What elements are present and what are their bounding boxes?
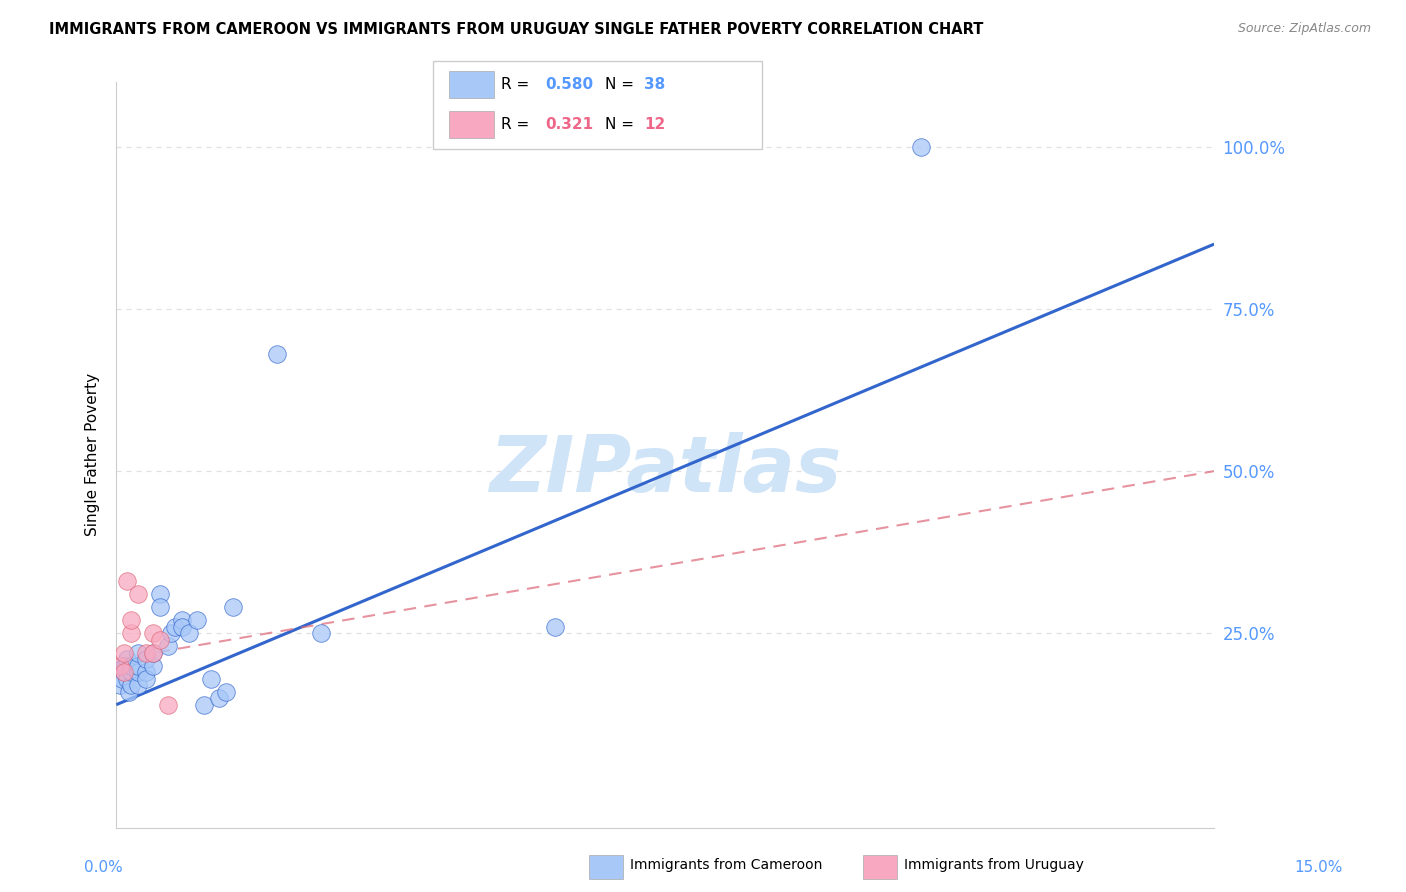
Text: N =: N =: [605, 117, 638, 132]
Point: [127, 646, 149, 660]
Point: [222, 600, 245, 615]
Text: Immigrants from Uruguay: Immigrants from Uruguay: [904, 858, 1084, 872]
Text: IMMIGRANTS FROM CAMEROON VS IMMIGRANTS FROM URUGUAY SINGLE FATHER POVERTY CORREL: IMMIGRANTS FROM CAMEROON VS IMMIGRANTS F…: [49, 22, 984, 37]
Text: 38: 38: [644, 77, 665, 92]
Point: [156, 640, 179, 654]
Text: R =: R =: [501, 117, 534, 132]
Point: [117, 672, 139, 686]
Point: [111, 672, 134, 686]
Point: [172, 620, 194, 634]
Point: [142, 626, 165, 640]
Point: [179, 626, 201, 640]
Point: [163, 620, 186, 634]
Point: [172, 613, 194, 627]
Text: N =: N =: [605, 77, 638, 92]
Text: 0.580: 0.580: [546, 77, 593, 92]
Point: [215, 684, 238, 698]
Point: [127, 678, 149, 692]
Text: 12: 12: [644, 117, 665, 132]
Point: [117, 574, 139, 589]
Text: 0.0%: 0.0%: [84, 860, 124, 874]
Point: [910, 140, 932, 154]
Text: ZIPatlas: ZIPatlas: [489, 432, 841, 508]
Point: [118, 684, 141, 698]
Point: [149, 587, 172, 601]
Text: 15.0%: 15.0%: [1295, 860, 1343, 874]
Point: [135, 646, 157, 660]
Point: [149, 600, 172, 615]
Point: [108, 658, 131, 673]
Text: Immigrants from Cameroon: Immigrants from Cameroon: [630, 858, 823, 872]
Point: [112, 646, 135, 660]
Point: [112, 658, 135, 673]
Point: [135, 665, 157, 680]
Point: [156, 698, 179, 712]
Point: [309, 626, 332, 640]
Point: [135, 672, 157, 686]
Point: [544, 620, 567, 634]
Point: [112, 665, 135, 680]
Point: [208, 691, 231, 706]
Point: [127, 587, 149, 601]
Point: [193, 698, 215, 712]
Point: [114, 658, 136, 673]
Point: [142, 658, 165, 673]
Point: [120, 665, 142, 680]
Point: [120, 626, 142, 640]
Point: [117, 652, 139, 666]
Text: R =: R =: [501, 77, 534, 92]
Point: [142, 646, 165, 660]
Point: [135, 652, 157, 666]
Text: Source: ZipAtlas.com: Source: ZipAtlas.com: [1237, 22, 1371, 36]
Point: [200, 672, 222, 686]
Point: [112, 665, 135, 680]
Point: [186, 613, 208, 627]
Point: [127, 665, 149, 680]
Point: [160, 626, 183, 640]
Y-axis label: Single Father Poverty: Single Father Poverty: [86, 374, 100, 536]
Point: [266, 347, 288, 361]
Point: [120, 658, 142, 673]
Point: [142, 646, 165, 660]
Point: [120, 613, 142, 627]
Text: 0.321: 0.321: [546, 117, 593, 132]
Point: [120, 678, 142, 692]
Point: [108, 678, 131, 692]
Point: [149, 632, 172, 647]
Point: [127, 658, 149, 673]
